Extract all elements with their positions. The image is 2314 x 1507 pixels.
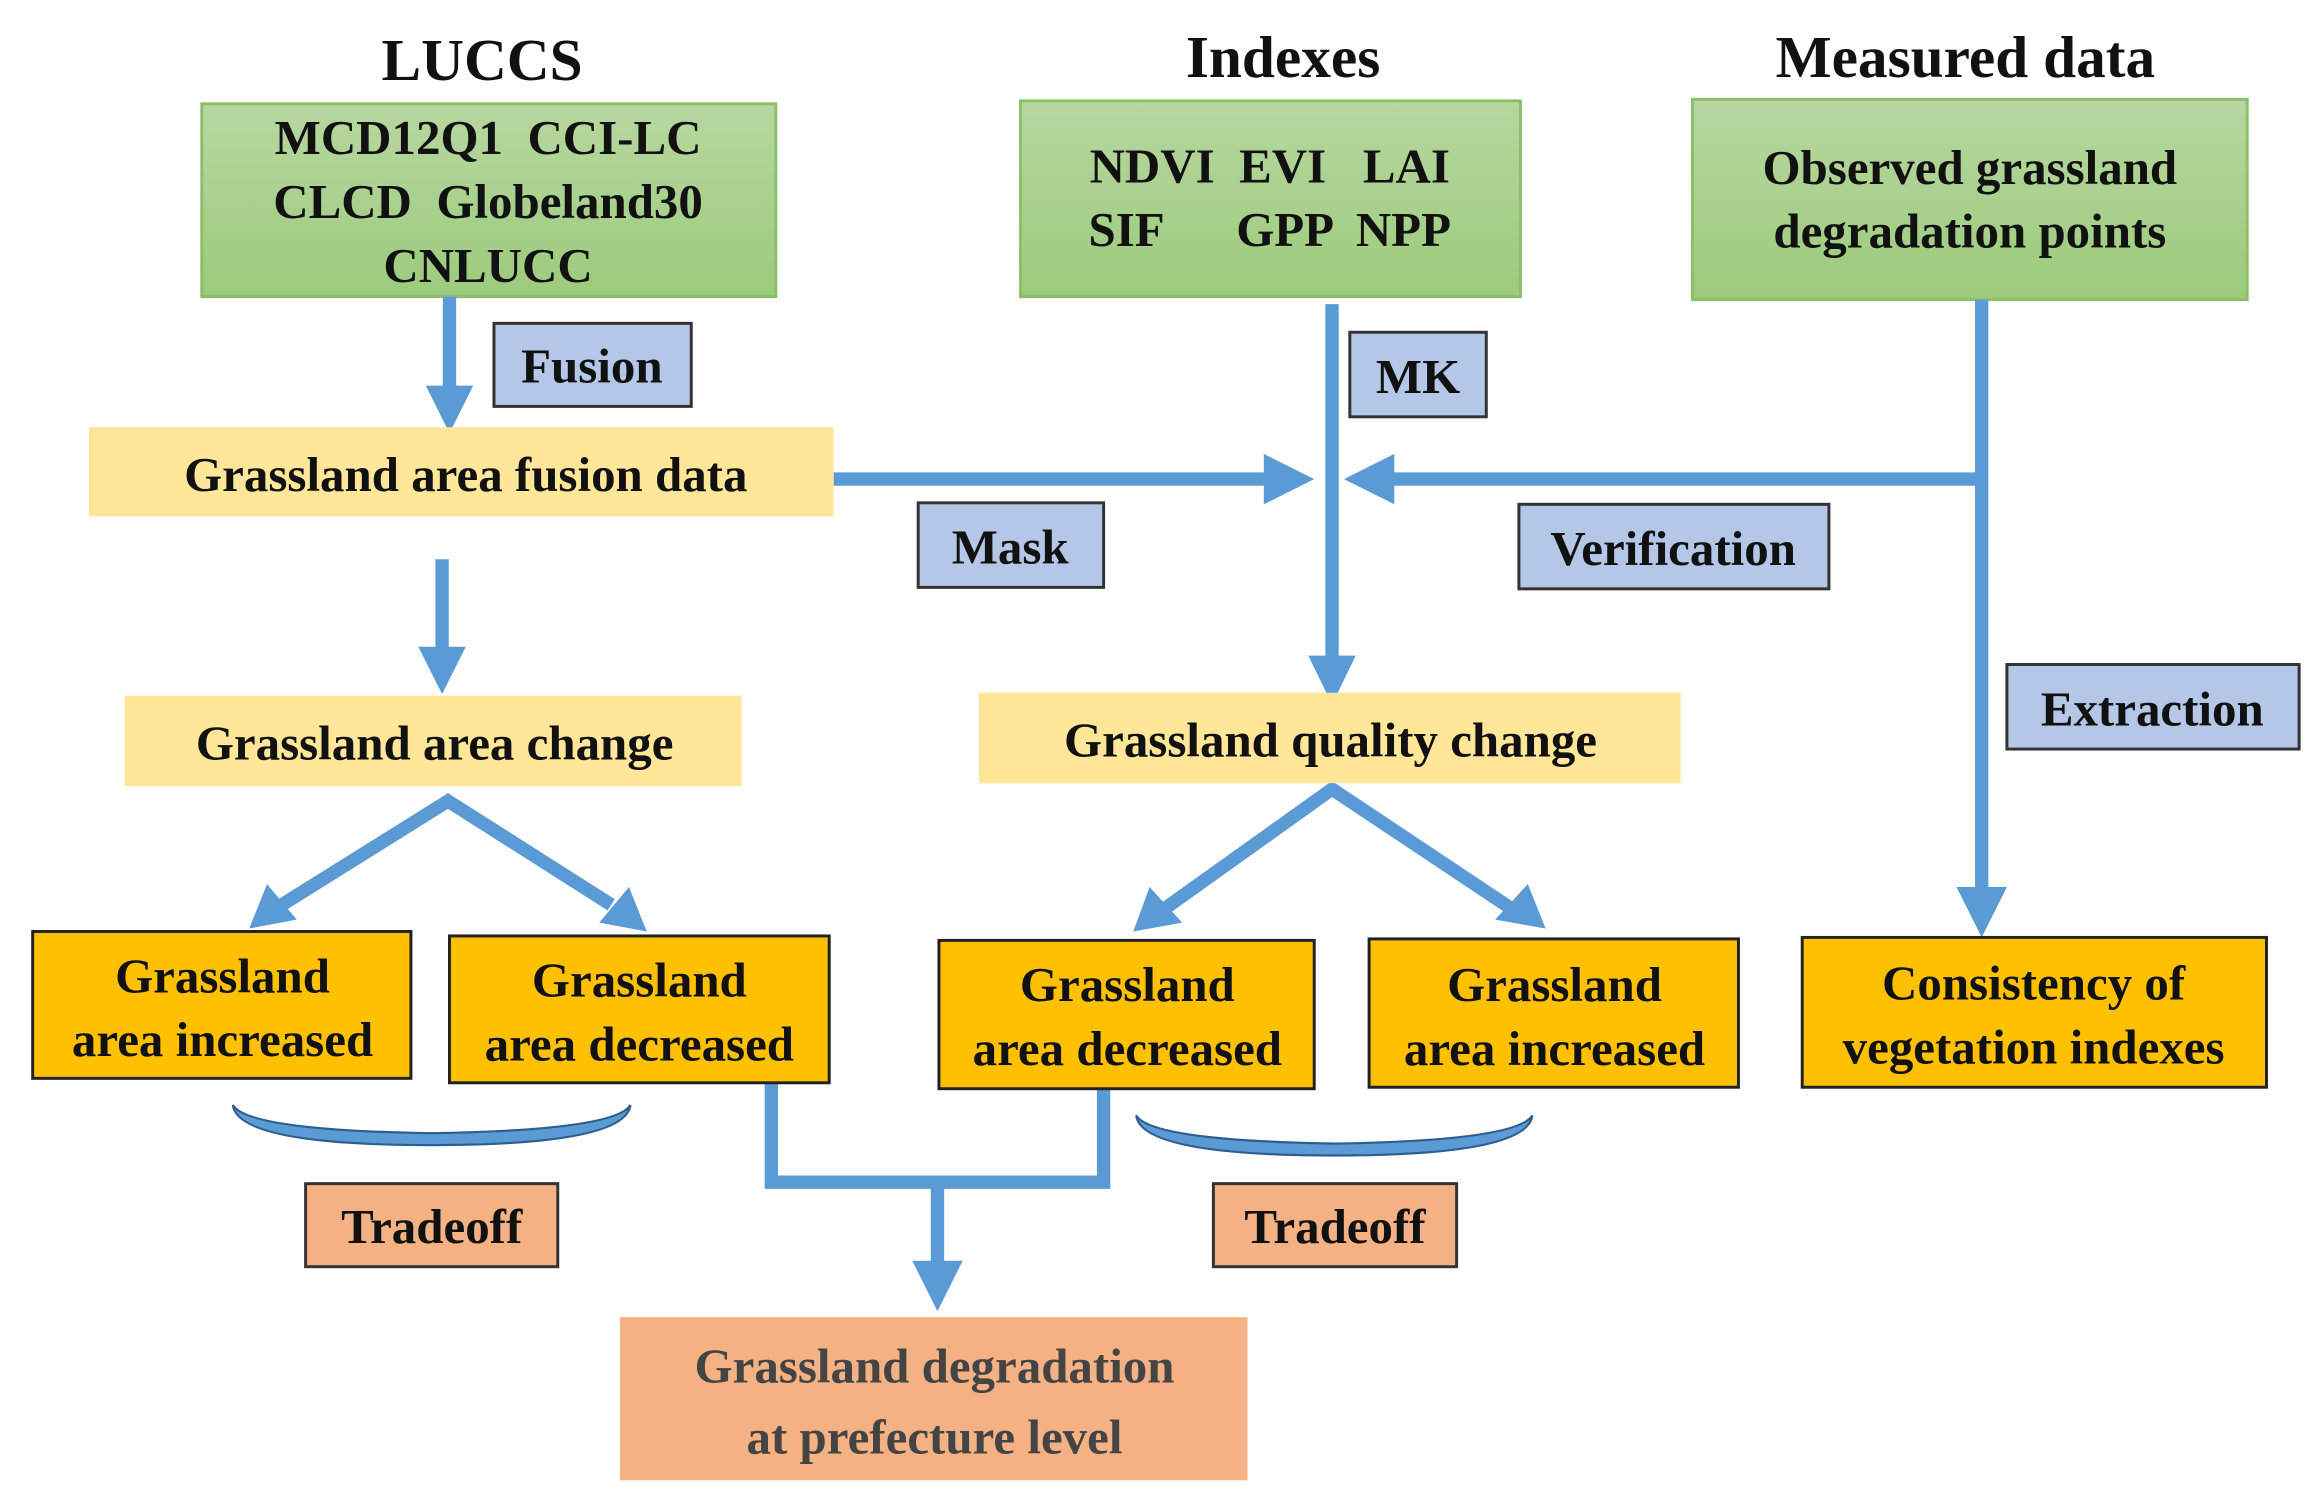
luccs-box: MCD12Q1 CCI-LC CLCD Globeland30 CNLUCC	[200, 102, 778, 299]
mask-label: Mask	[916, 501, 1106, 589]
branch-quality	[1162, 780, 1514, 914]
final-node: Grassland degradation at prefecture leve…	[620, 1317, 1248, 1481]
indexes-line: NDVI EVI LAI	[1090, 138, 1450, 193]
tradeoff-right-label: Tradeoff	[1211, 1182, 1459, 1269]
node-line: area decreased	[485, 1017, 794, 1072]
node-line: Grassland	[115, 948, 330, 1003]
measured-line: degradation points	[1773, 204, 2166, 259]
area-change-node: Grassland area change	[124, 695, 742, 787]
luccs-line: MCD12Q1 CCI-LC	[275, 110, 702, 165]
node-line: Grassland degradation	[695, 1338, 1175, 1393]
node-line: at prefecture level	[747, 1410, 1123, 1465]
node-line: vegetation indexes	[1843, 1020, 2225, 1075]
arrowhead	[1343, 453, 1395, 505]
luccs-title: LUCCS	[382, 27, 583, 93]
node-line: area increased	[72, 1012, 373, 1067]
extraction-text: Extraction	[2041, 681, 2264, 736]
tradeoff-text: Tradeoff	[341, 1199, 523, 1254]
area-decreased-1-node: Grassland area decreased	[447, 934, 831, 1085]
indexes-line: SIF GPP NPP	[1088, 202, 1451, 257]
area-increased-1-node: Grassland area increased	[31, 930, 413, 1080]
fusion-label: Fusion	[492, 321, 693, 408]
consistency-node: Consistency of vegetation indexes	[1800, 935, 2268, 1089]
node-line: area increased	[1404, 1021, 1705, 1076]
area-increased-2-node: Grassland area increased	[1367, 937, 1740, 1089]
measured-box: Observed grassland degradation points	[1690, 97, 2249, 302]
fusion-data-node: Grassland area fusion data	[89, 427, 834, 517]
verification-text: Verification	[1550, 521, 1796, 576]
extraction-label: Extraction	[2005, 663, 2301, 751]
brace-left	[231, 1104, 632, 1147]
connectors	[249, 296, 2007, 1312]
indexes-box: NDVI EVI LAI SIF GPP NPP	[1019, 99, 1522, 299]
luccs-line: CNLUCC	[383, 238, 592, 293]
quality-change-node: Grassland quality change	[979, 692, 1681, 784]
arrowhead	[418, 646, 466, 695]
fusion-data-text: Grassland area fusion data	[184, 447, 747, 502]
node-line: Consistency of	[1882, 956, 2186, 1011]
arrowhead	[912, 1260, 963, 1312]
fusion-text: Fusion	[521, 339, 662, 394]
tradeoff-left-label: Tradeoff	[304, 1182, 560, 1269]
arrowhead	[249, 884, 297, 929]
measured-line: Observed grassland	[1763, 140, 2178, 195]
merge-line	[764, 1082, 1111, 1189]
brace-right	[1135, 1114, 1534, 1157]
area-change-text: Grassland area change	[196, 715, 674, 770]
measured-title: Measured data	[1776, 24, 2156, 90]
mask-text: Mask	[952, 520, 1070, 575]
mk-label: MK	[1348, 330, 1488, 419]
indexes-title: Indexes	[1186, 24, 1381, 90]
luccs-line: CLCD Globeland30	[273, 174, 703, 229]
arrowhead	[1133, 886, 1183, 932]
arrowhead	[1956, 886, 2007, 938]
verification-label: Verification	[1517, 502, 1831, 591]
branch-area	[278, 793, 615, 911]
node-line: Grassland	[532, 953, 747, 1008]
arrowhead	[599, 886, 647, 932]
node-line: area decreased	[973, 1021, 1282, 1076]
arrowhead	[1308, 655, 1356, 705]
node-line: Grassland	[1447, 957, 1662, 1012]
mk-text: MK	[1376, 349, 1460, 404]
area-decreased-2-node: Grassland area decreased	[937, 938, 1316, 1091]
node-line: Grassland	[1020, 957, 1235, 1012]
arrowhead	[425, 385, 474, 434]
tradeoff-text: Tradeoff	[1244, 1199, 1426, 1254]
quality-change-text: Grassland quality change	[1064, 712, 1597, 767]
arrowhead	[1263, 453, 1315, 505]
arrowhead	[1495, 884, 1546, 929]
